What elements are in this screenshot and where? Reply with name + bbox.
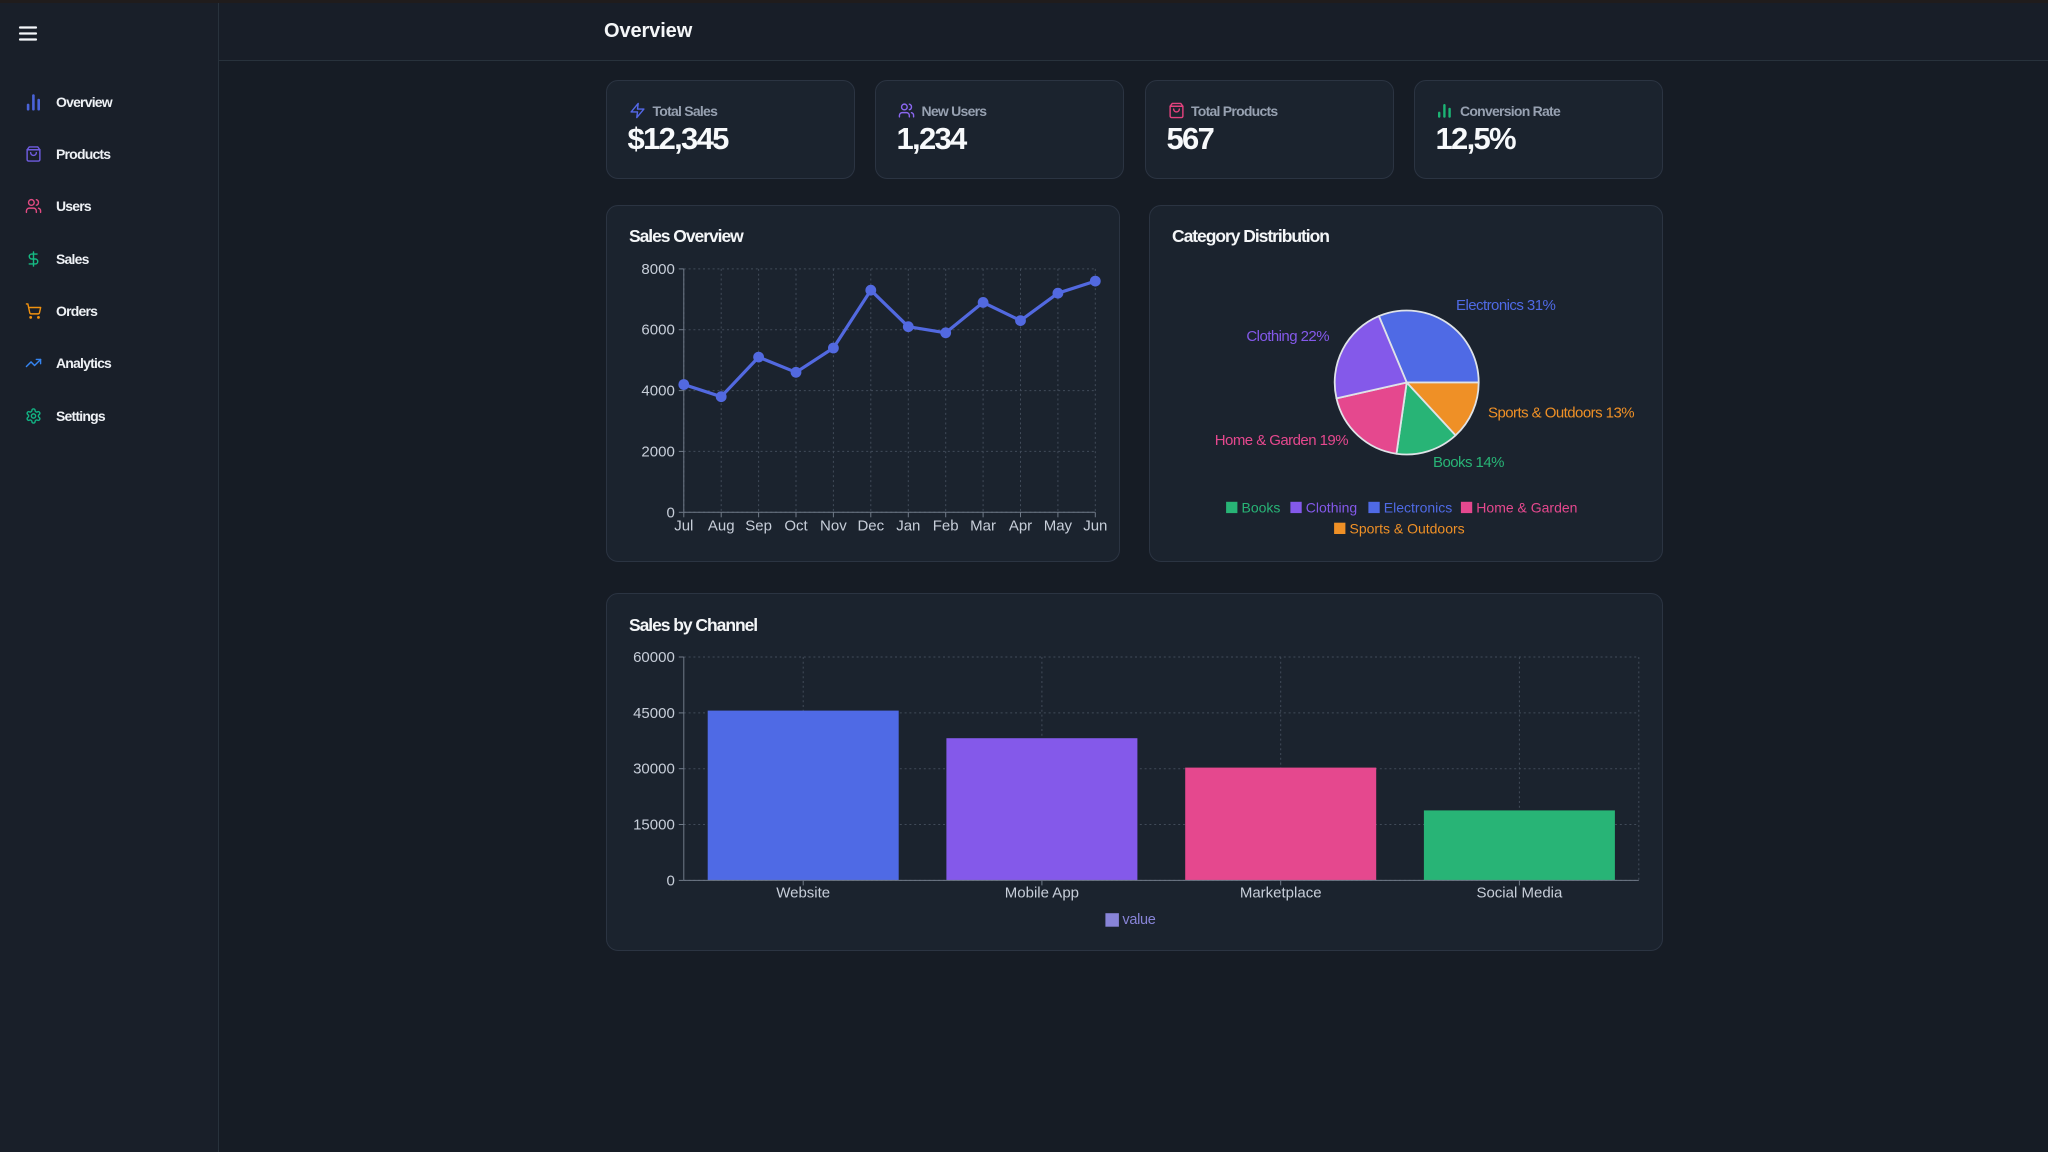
svg-text:Feb: Feb	[933, 517, 959, 534]
svg-text:Mar: Mar	[970, 517, 996, 534]
svg-text:60000: 60000	[633, 649, 675, 666]
svg-text:Marketplace: Marketplace	[1240, 884, 1322, 901]
svg-text:Electronics: Electronics	[1384, 500, 1452, 516]
svg-text:Home & Garden: Home & Garden	[1476, 500, 1577, 516]
svg-text:Sports & Outdoors: Sports & Outdoors	[1350, 521, 1465, 537]
svg-text:Social Media: Social Media	[1476, 884, 1563, 901]
svg-text:value: value	[1122, 912, 1155, 928]
svg-text:4000: 4000	[641, 383, 674, 400]
svg-text:Books 14%: Books 14%	[1433, 454, 1504, 471]
svg-text:Jul: Jul	[674, 517, 693, 534]
svg-text:Website: Website	[776, 884, 830, 901]
svg-text:Sports & Outdoors 13%: Sports & Outdoors 13%	[1488, 405, 1634, 422]
svg-text:Dec: Dec	[857, 517, 884, 534]
svg-text:0: 0	[666, 872, 674, 889]
svg-text:Home & Garden 19%: Home & Garden 19%	[1215, 432, 1348, 449]
svg-text:6000: 6000	[641, 322, 674, 339]
svg-text:30000: 30000	[633, 761, 675, 778]
svg-text:8000: 8000	[641, 261, 674, 278]
svg-text:Sep: Sep	[745, 517, 772, 534]
svg-text:May: May	[1044, 517, 1073, 534]
svg-text:Books: Books	[1242, 500, 1281, 516]
svg-text:Nov: Nov	[820, 517, 847, 534]
svg-text:Jan: Jan	[896, 517, 920, 534]
svg-text:Clothing 22%: Clothing 22%	[1246, 328, 1329, 345]
svg-text:2000: 2000	[641, 443, 674, 460]
svg-text:Jun: Jun	[1083, 517, 1107, 534]
svg-text:15000: 15000	[633, 817, 675, 834]
svg-text:45000: 45000	[633, 705, 675, 722]
svg-text:Apr: Apr	[1009, 517, 1032, 534]
svg-text:Clothing: Clothing	[1306, 500, 1357, 516]
svg-text:Oct: Oct	[784, 517, 808, 534]
svg-text:Mobile App: Mobile App	[1005, 884, 1079, 901]
svg-text:Aug: Aug	[708, 517, 735, 534]
svg-text:Electronics 31%: Electronics 31%	[1456, 297, 1556, 314]
svg-text:0: 0	[666, 504, 674, 521]
